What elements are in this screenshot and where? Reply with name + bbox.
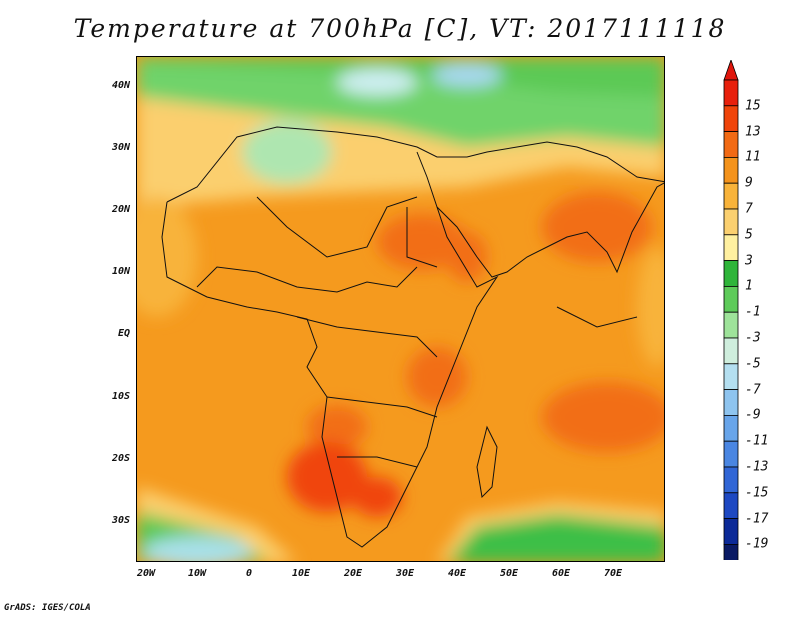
colorbar-label: -9 xyxy=(745,407,761,423)
map-canvas xyxy=(137,57,664,561)
y-tick-label: EQ xyxy=(117,328,130,339)
colorbar-swatch xyxy=(723,440,739,468)
colorbar-swatch xyxy=(723,131,739,158)
colorbar xyxy=(723,60,739,560)
colorbar-label: 3 xyxy=(745,253,753,269)
colorbar-swatch xyxy=(723,466,739,494)
colorbar-swatch xyxy=(723,234,739,262)
colorbar-swatch xyxy=(723,79,739,107)
colorbar-swatch xyxy=(723,208,739,236)
colorbar-label: -15 xyxy=(745,485,769,501)
colorbar-swatch xyxy=(723,363,739,390)
y-tick-label: 20S xyxy=(111,453,130,464)
colorbar-swatch xyxy=(723,389,739,416)
x-tick-label: 40E xyxy=(447,568,467,579)
y-tick-label: 40N xyxy=(111,80,130,91)
x-tick-label: 20W xyxy=(136,568,156,579)
colorbar-label: -11 xyxy=(745,433,769,449)
coastline-lines xyxy=(161,126,664,548)
colorbar-label: 13 xyxy=(745,124,761,140)
colorbar-swatch xyxy=(723,492,739,519)
x-tick-label: 20E xyxy=(343,568,363,579)
colorbar-label: -1 xyxy=(745,304,761,320)
x-tick-label: 30E xyxy=(395,568,415,579)
y-tick-label: 30N xyxy=(111,142,130,153)
colorbar-over-arrow xyxy=(723,60,739,81)
x-tick-label: 10E xyxy=(291,568,311,579)
y-tick-label: 30S xyxy=(111,515,130,526)
x-tick-label: 70E xyxy=(603,568,623,579)
colorbar-swatch xyxy=(723,260,739,287)
colorbar-swatch xyxy=(723,285,739,313)
colorbar-label: -5 xyxy=(745,356,761,372)
colorbar-swatch xyxy=(723,105,739,132)
colorbar-label: -7 xyxy=(745,382,761,398)
x-tick-label: 50E xyxy=(499,568,519,579)
colorbar-label: -3 xyxy=(745,330,761,346)
x-tick-label: 60E xyxy=(551,568,571,579)
x-tick-label: 10W xyxy=(187,568,207,579)
colorbar-label: -19 xyxy=(745,536,769,552)
colorbar-swatch xyxy=(723,311,739,339)
colorbar-label: -13 xyxy=(745,459,769,475)
y-tick-label: 10S xyxy=(111,391,130,402)
colorbar-swatch xyxy=(723,157,739,184)
chart-title: Temperature at 700hPa [C], VT: 201711111… xyxy=(73,14,727,43)
temperature-map xyxy=(136,56,665,562)
colorbar-label: 7 xyxy=(745,201,753,217)
colorbar-label: -17 xyxy=(745,511,769,527)
colorbar-label: 9 xyxy=(745,175,753,191)
y-tick-label: 20N xyxy=(111,204,130,215)
colorbar-label: 1 xyxy=(745,278,753,294)
colorbar-label: 15 xyxy=(745,98,761,114)
colorbar-swatch xyxy=(723,543,739,560)
colorbar-swatch xyxy=(723,518,739,545)
colorbar-label: 5 xyxy=(745,227,753,243)
colorbar-swatch xyxy=(723,182,739,210)
credit-text: GrADS: IGES/COLA xyxy=(4,603,91,613)
colorbar-label: 11 xyxy=(745,149,761,165)
x-tick-label: 0 xyxy=(245,568,253,579)
temperature-field xyxy=(137,57,664,561)
y-tick-label: 10N xyxy=(111,266,130,277)
colorbar-swatch xyxy=(723,414,739,442)
colorbar-swatch xyxy=(723,337,739,365)
